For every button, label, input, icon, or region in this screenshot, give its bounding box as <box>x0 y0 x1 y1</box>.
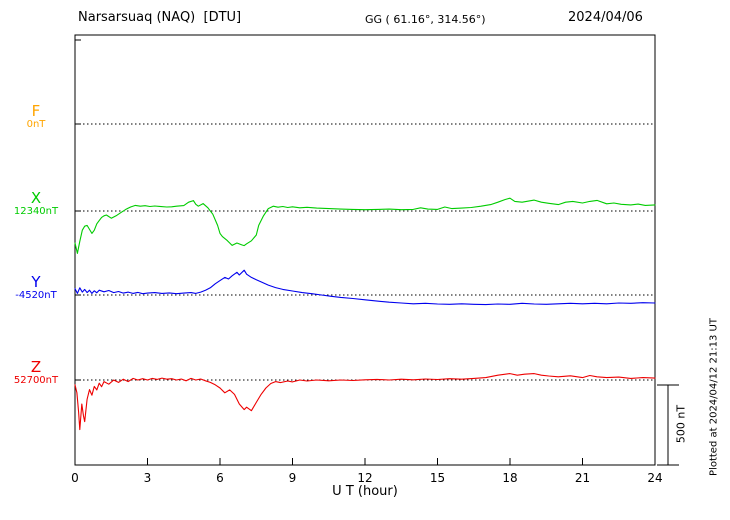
x-tick-label: 9 <box>289 471 297 485</box>
plotted-at-timestamp: Plotted at 2024/04/12 21:13 UT <box>708 318 720 476</box>
series-baseline-value-X: 12340nT <box>13 205 59 217</box>
x-tick-label: 0 <box>71 471 79 485</box>
scale-bar-label: 500 nT <box>674 404 688 444</box>
station-title: Narsarsuaq (NAQ) [DTU] <box>78 10 242 25</box>
series-baseline-value-F: 0nT <box>26 118 46 130</box>
series-letter-Z: Z <box>30 358 42 376</box>
series-label-Z: Z 52700nT <box>0 358 72 386</box>
trace-Y <box>74 269 656 306</box>
x-tick-label: 3 <box>144 471 152 485</box>
series-letter-X: X <box>30 189 42 207</box>
observation-date: 2024/04/06 <box>568 10 643 25</box>
series-baseline-value-Y: -4520nT <box>15 289 57 301</box>
series-label-F: F 0nT <box>0 102 72 130</box>
geographic-coordinates: GG ( 61.16°, 314.56°) <box>365 13 486 26</box>
x-tick-label: 24 <box>647 471 662 485</box>
trace-Z <box>74 373 656 431</box>
x-tick-label: 12 <box>357 471 372 485</box>
series-label-X: X 12340nT <box>0 189 72 217</box>
x-tick-label: 21 <box>575 471 590 485</box>
series-label-Y: Y -4520nT <box>0 273 72 301</box>
trace-X <box>74 197 656 254</box>
x-tick-label: 18 <box>502 471 517 485</box>
series-baseline-value-Z: 52700nT <box>13 374 59 386</box>
x-axis-label: U T (hour) <box>332 484 398 499</box>
x-tick-label: 6 <box>216 471 224 485</box>
plot-frame <box>74 34 656 466</box>
x-tick-label: 15 <box>430 471 445 485</box>
series-letter-F: F <box>31 102 41 120</box>
series-letter-Y: Y <box>31 273 41 291</box>
